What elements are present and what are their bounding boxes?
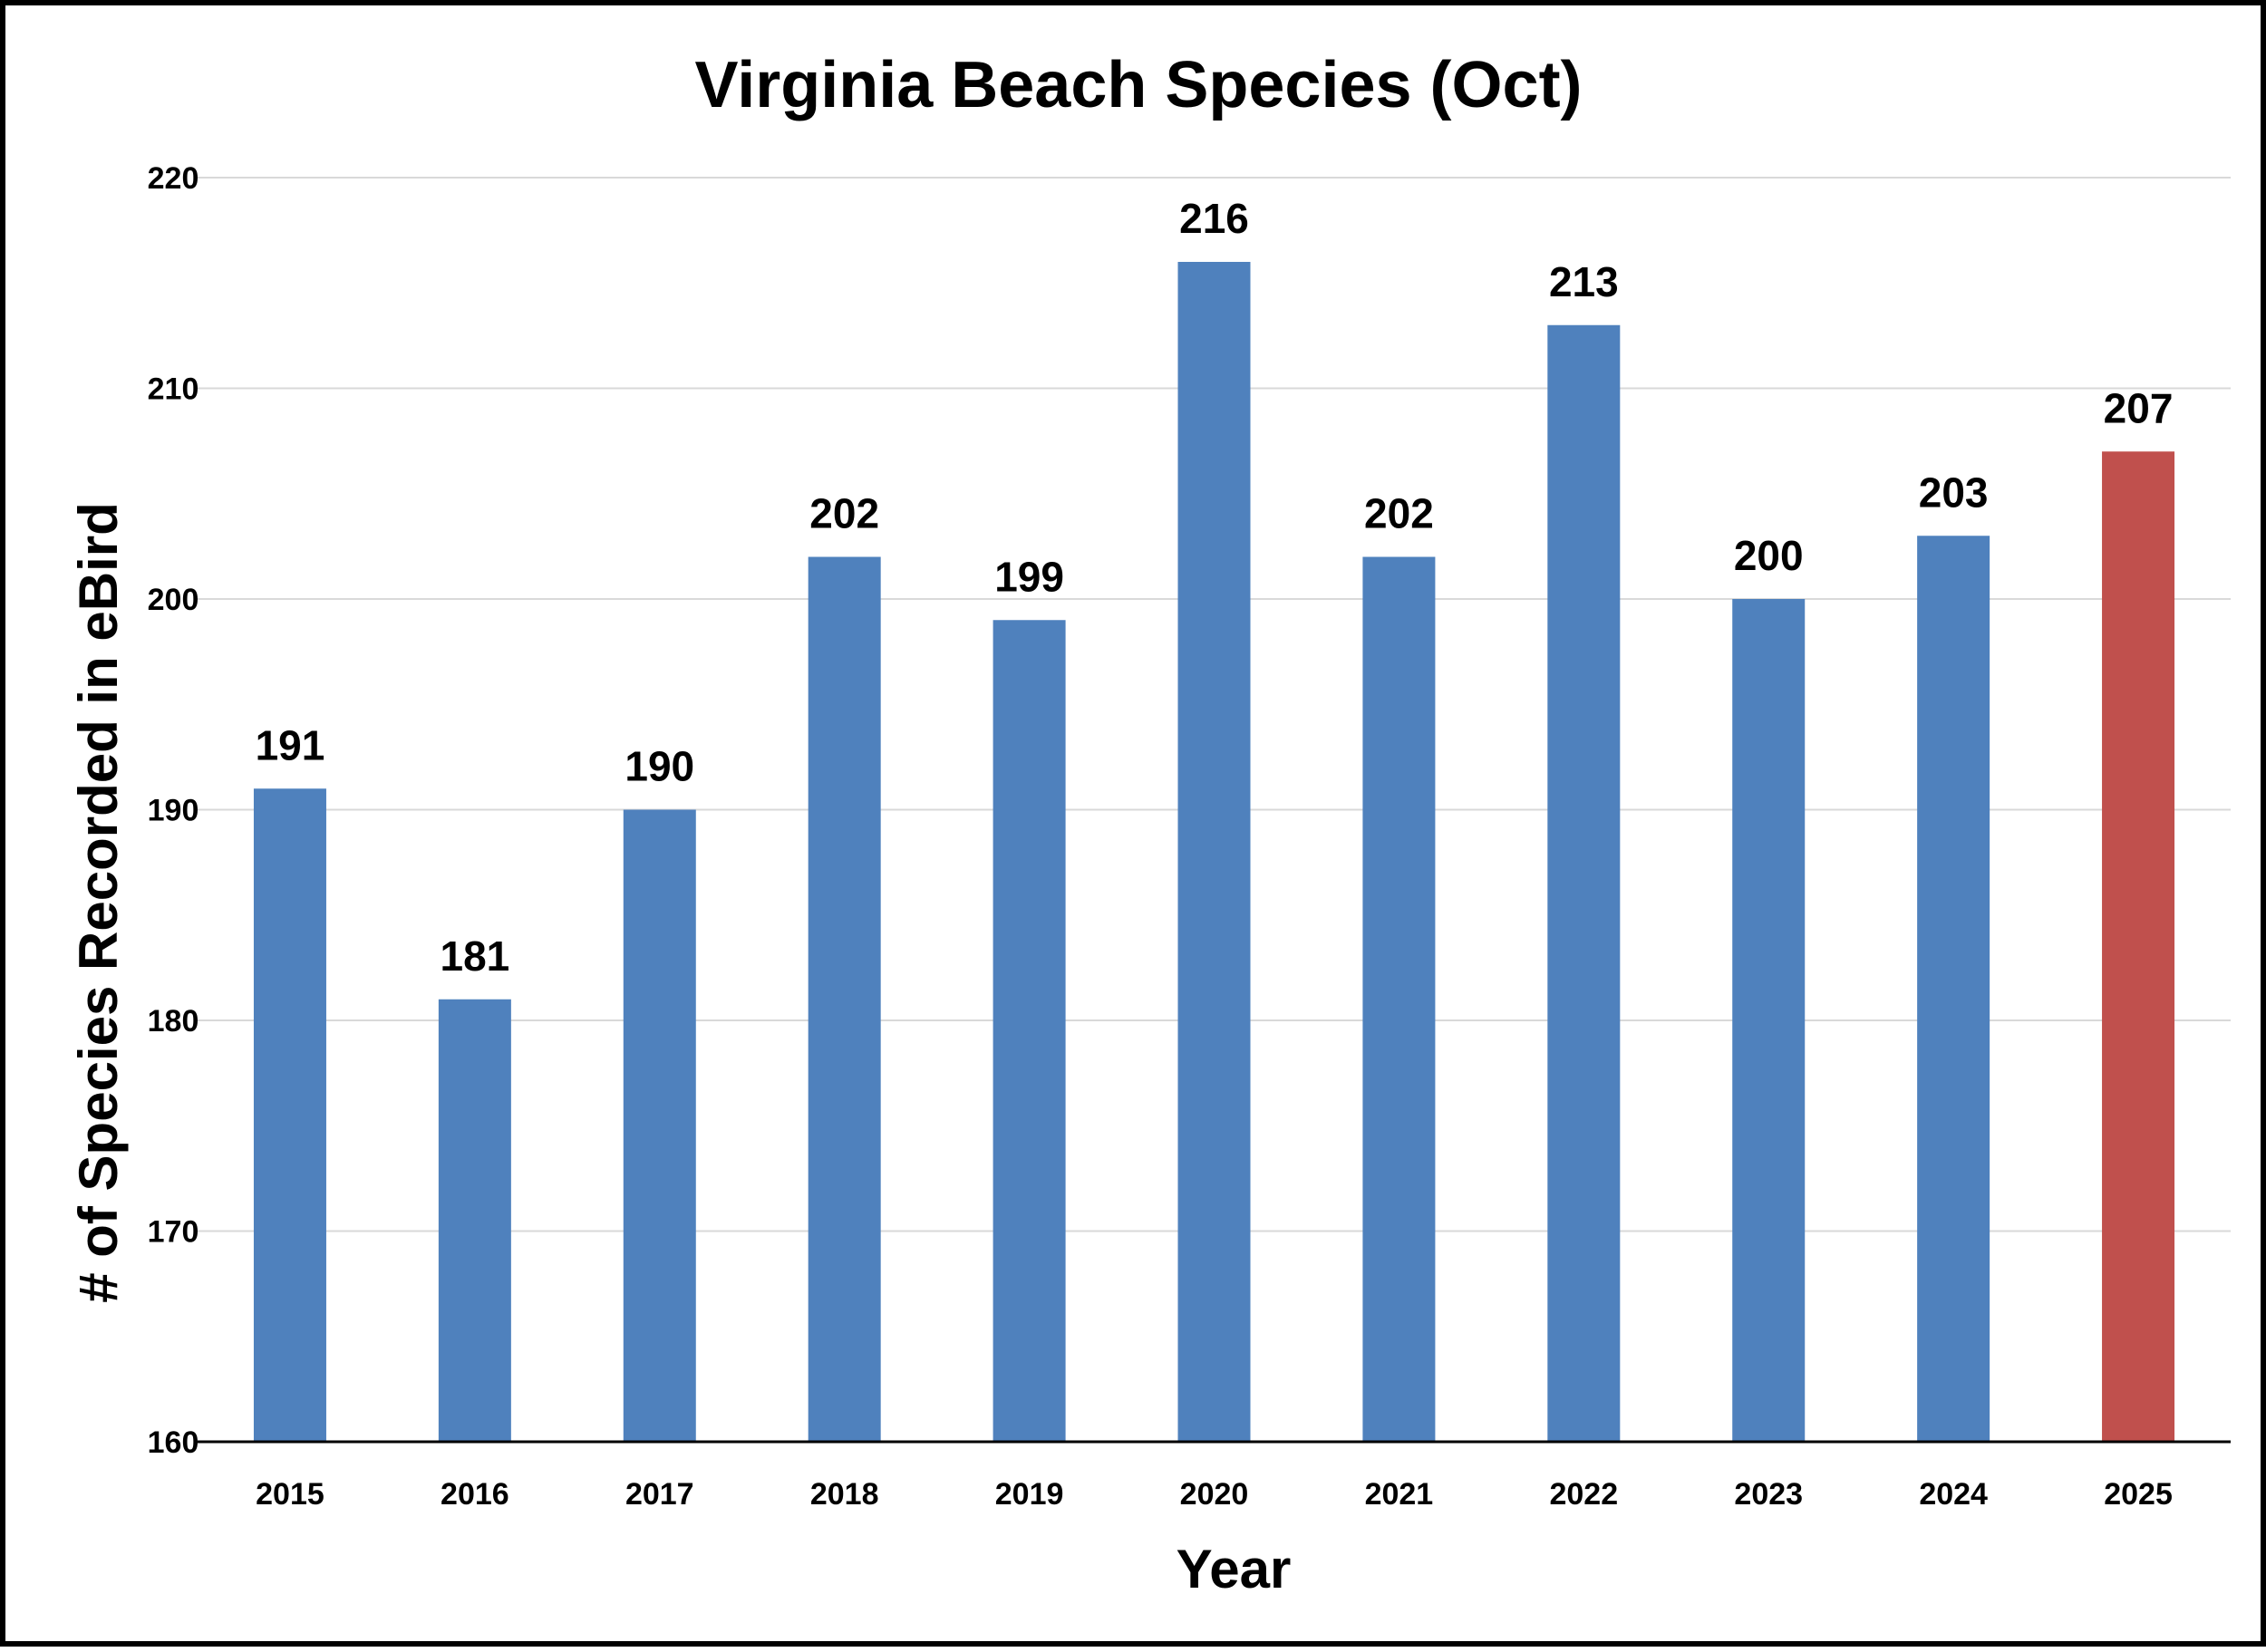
- data-label-2022: 213: [1549, 258, 1619, 305]
- bar-2019: [993, 620, 1066, 1442]
- bar-2023: [1732, 599, 1806, 1442]
- bar-2021: [1362, 556, 1436, 1442]
- y-tick-label-200: 200: [148, 583, 199, 617]
- y-tick-label-160: 160: [148, 1425, 199, 1460]
- data-label-2025: 207: [2104, 384, 2174, 431]
- x-tick-label-2022: 2022: [1549, 1477, 1618, 1512]
- y-axis-title: # of Species Recorded in eBird: [68, 502, 129, 1303]
- data-label-2023: 200: [1734, 532, 1804, 579]
- x-tick-label-2018: 2018: [810, 1477, 879, 1512]
- data-label-2020: 216: [1179, 195, 1249, 242]
- y-tick-label-190: 190: [148, 794, 199, 828]
- x-tick-label-2023: 2023: [1734, 1477, 1803, 1512]
- bar-2024: [1917, 536, 1990, 1442]
- x-tick-label-2019: 2019: [995, 1477, 1064, 1512]
- x-tick-label-2024: 2024: [1919, 1477, 1988, 1512]
- bar-2022: [1547, 324, 1621, 1442]
- y-tick-label-210: 210: [148, 372, 199, 407]
- data-label-2017: 190: [625, 743, 694, 790]
- x-tick-label-2021: 2021: [1365, 1477, 1434, 1512]
- data-label-2019: 199: [994, 553, 1064, 600]
- data-label-2021: 202: [1364, 490, 1434, 537]
- bars: [253, 262, 2175, 1442]
- x-tick-label-2015: 2015: [256, 1477, 324, 1512]
- y-tick-label-170: 170: [148, 1215, 199, 1250]
- data-label-2015: 191: [256, 721, 325, 768]
- chart-title: Virginia Beach Species (Oct): [694, 49, 1582, 121]
- data-label-2018: 202: [809, 490, 879, 537]
- x-tick-label-2025: 2025: [2104, 1477, 2173, 1512]
- bar-2018: [808, 556, 881, 1442]
- x-axis-ticks: 2015 2016 2017 2018 2019 2020 2021 2022 2023 2024…: [256, 1477, 2173, 1512]
- data-labels: 191 181 190 202 199 216 202 213 200 203 207: [256, 195, 2174, 980]
- x-axis-title: Year: [1177, 1539, 1292, 1599]
- bar-2015: [253, 788, 326, 1442]
- x-tick-label-2017: 2017: [625, 1477, 694, 1512]
- y-tick-label-180: 180: [148, 1004, 199, 1039]
- y-tick-label-220: 220: [148, 161, 199, 196]
- bar-2017: [623, 809, 696, 1442]
- bar-2020: [1177, 262, 1251, 1442]
- data-label-2024: 203: [1919, 469, 1989, 516]
- x-tick-label-2016: 2016: [441, 1477, 509, 1512]
- y-axis-ticks: 160 170 180 190 200 210 220: [148, 161, 199, 1460]
- data-label-2016: 181: [440, 932, 509, 980]
- bar-2016: [438, 999, 511, 1442]
- x-tick-label-2020: 2020: [1180, 1477, 1249, 1512]
- bar-chart: Virginia Beach Species (Oct) 160 170 180 19…: [68, 49, 2231, 1599]
- bar-2025: [2102, 451, 2175, 1442]
